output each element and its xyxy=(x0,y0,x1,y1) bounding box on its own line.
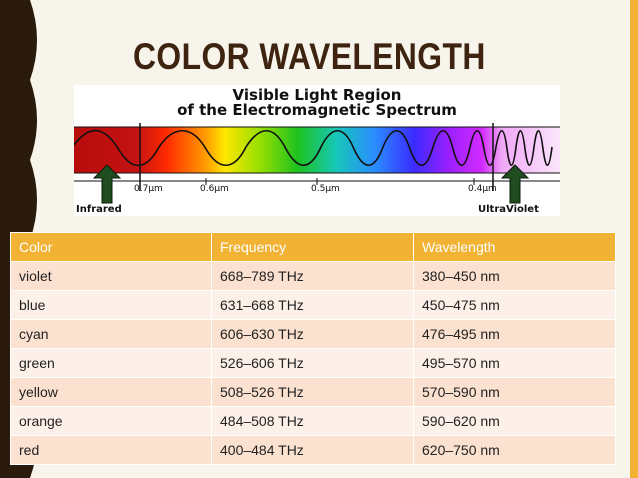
table-row: blue 631–668 THz 450–475 nm xyxy=(10,290,616,320)
wave-line xyxy=(74,129,553,167)
cell-frequency: 631–668 THz xyxy=(211,290,414,320)
table-row: green 526–606 THz 495–570 nm xyxy=(10,348,616,378)
spectrum-figure: Visible Light Region of the Electromagne… xyxy=(74,85,560,216)
cell-frequency: 606–630 THz xyxy=(211,319,414,349)
header-frequency: Frequency xyxy=(211,232,414,262)
cell-wavelength: 450–475 nm xyxy=(413,290,616,320)
spectrum-graphic xyxy=(74,123,560,204)
tick-label-0-4um: 0.4µm xyxy=(468,184,497,194)
table-row: yellow 508–526 THz 570–590 nm xyxy=(10,377,616,407)
cell-wavelength: 590–620 nm xyxy=(413,406,616,436)
table-row: violet 668–789 THz 380–450 nm xyxy=(10,261,616,291)
slide-title: COLOR WAVELENGTH xyxy=(133,36,486,77)
infrared-label: Infrared xyxy=(76,204,122,215)
tick-label-0-6um: 0.6µm xyxy=(200,184,229,194)
cell-color: yellow xyxy=(10,377,212,407)
cell-color: cyan xyxy=(10,319,212,349)
cell-frequency: 508–526 THz xyxy=(211,377,414,407)
header-wavelength: Wavelength xyxy=(413,232,616,262)
cell-wavelength: 495–570 nm xyxy=(413,348,616,378)
cell-wavelength: 476–495 nm xyxy=(413,319,616,349)
header-color: Color xyxy=(10,232,212,262)
decorative-right-bar xyxy=(630,0,638,478)
up-arrow-icon-infrared xyxy=(92,164,122,204)
spectrum-band xyxy=(74,127,560,173)
cell-color: red xyxy=(10,435,212,465)
tick-label-0-5um: 0.5µm xyxy=(311,184,340,194)
cell-frequency: 400–484 THz xyxy=(211,435,414,465)
table-row: red 400–484 THz 620–750 nm xyxy=(10,435,616,465)
up-arrow-icon-ultraviolet xyxy=(500,164,530,204)
figure-title-line2: of the Electromagnetic Spectrum xyxy=(177,101,457,119)
cell-frequency: 668–789 THz xyxy=(211,261,414,291)
color-wavelength-table: Color Frequency Wavelength violet 668–78… xyxy=(10,232,616,465)
cell-frequency: 526–606 THz xyxy=(211,348,414,378)
ultraviolet-label: UltraViolet xyxy=(478,204,539,215)
cell-color: violet xyxy=(10,261,212,291)
figure-title-line1: Visible Light Region xyxy=(232,86,402,104)
cell-color: green xyxy=(10,348,212,378)
cell-frequency: 484–508 THz xyxy=(211,406,414,436)
cell-wavelength: 380–450 nm xyxy=(413,261,616,291)
table-header-row: Color Frequency Wavelength xyxy=(10,232,616,262)
table-row: cyan 606–630 THz 476–495 nm xyxy=(10,319,616,349)
cell-wavelength: 620–750 nm xyxy=(413,435,616,465)
cell-wavelength: 570–590 nm xyxy=(413,377,616,407)
table-row: orange 484–508 THz 590–620 nm xyxy=(10,406,616,436)
cell-color: blue xyxy=(10,290,212,320)
tick-label-0-7um: 0.7µm xyxy=(134,184,163,194)
cell-color: orange xyxy=(10,406,212,436)
